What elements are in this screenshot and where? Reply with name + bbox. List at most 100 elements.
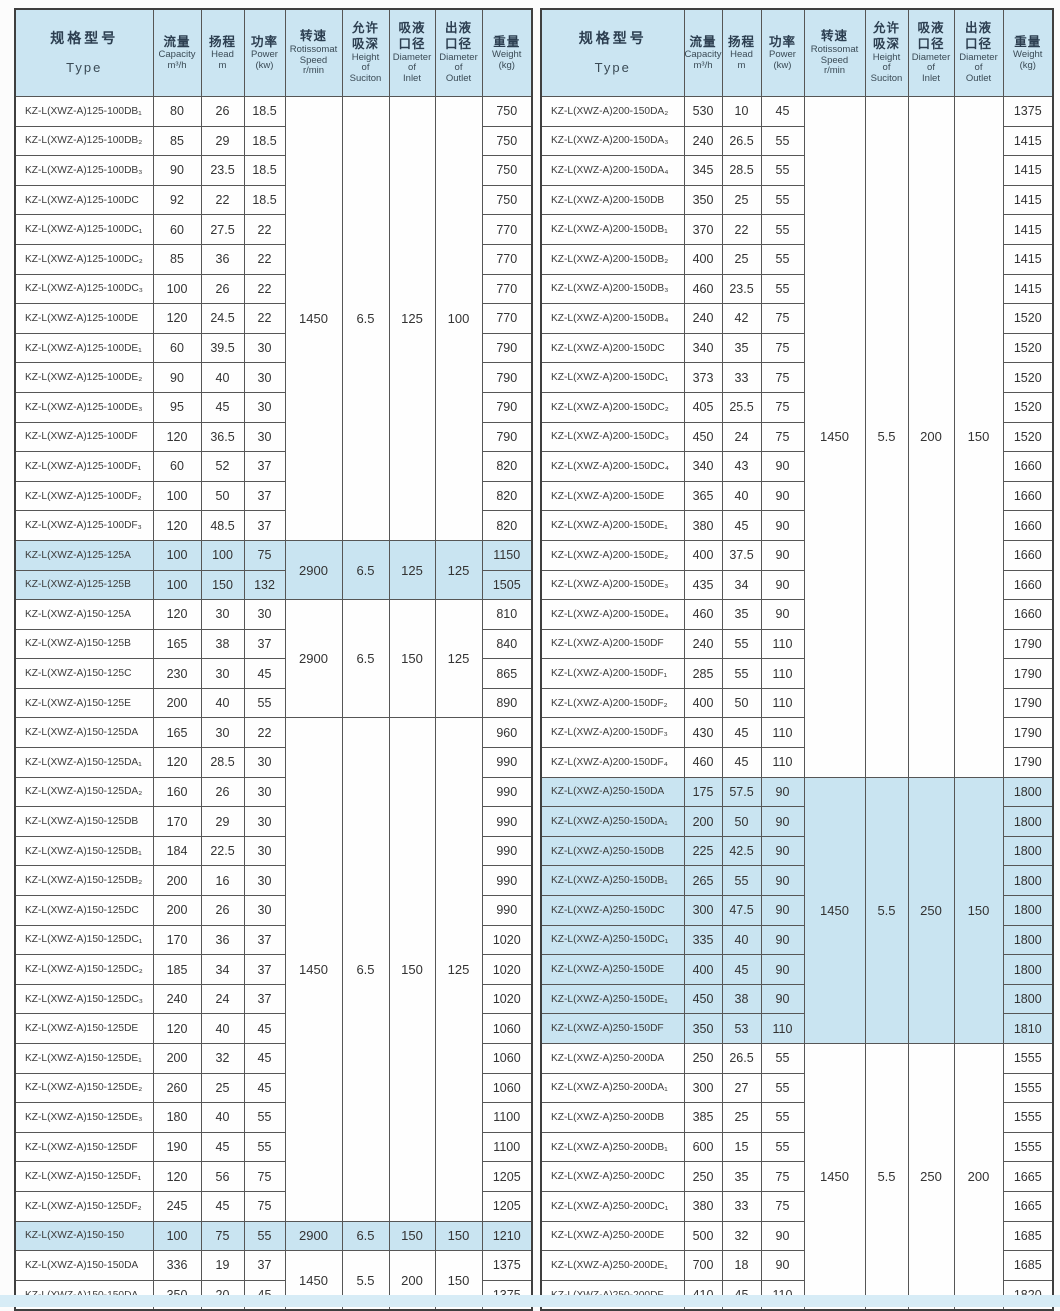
weight-cell: 1800 (1002, 806, 1054, 837)
outlet-cell: 200 (953, 1043, 1004, 1311)
table-row: KZ-L(XWZ-A)200-150DB₃ 460 23.5 55 1415 (540, 273, 1054, 305)
type-cell: KZ-L(XWZ-A)125-100DB₁ (14, 96, 154, 127)
weight-cell: 1660 (1002, 599, 1054, 630)
weight-cell: 990 (481, 835, 533, 867)
power-cell: 37 (243, 924, 286, 956)
table-row: KZ-L(XWZ-A)200-150DC₄ 340 43 90 1660 (540, 451, 1054, 482)
header-en-line: Speed (820, 54, 849, 66)
head-cell: 29 (200, 806, 245, 837)
capacity-cell: 285 (683, 658, 723, 689)
table-row: KZ-L(XWZ-A)200-150DA₄ 345 28.5 55 1415 (540, 155, 1054, 186)
power-cell: 37 (243, 480, 286, 512)
weight-cell: 1020 (481, 924, 533, 956)
capacity-cell: 165 (152, 628, 202, 660)
table-row: KZ-L(XWZ-A)250-200DC 250 35 75 1665 (540, 1161, 1054, 1192)
header-cn-line: 规格型号 (578, 29, 647, 46)
weight-cell: 770 (481, 243, 533, 275)
head-cell: 37.5 (721, 539, 762, 571)
type-cell: KZ-L(XWZ-A)150-125DF (14, 1131, 154, 1163)
table-row: KZ-L(XWZ-A)200-150DE₄ 460 35 90 1660 (540, 599, 1054, 630)
weight-cell: 1810 (1002, 1013, 1054, 1044)
power-cell: 90 (760, 865, 805, 897)
table-row: KZ-L(XWZ-A)200-150DB₄ 240 42 75 1520 (540, 303, 1054, 334)
head-cell: 27 (721, 1072, 762, 1104)
header-en-line: of (454, 62, 463, 74)
header-cn-line: 出液 (444, 21, 472, 36)
weight-cell: 1800 (1002, 983, 1054, 1015)
col-header-head: 扬程 Head m (721, 8, 762, 97)
head-cell: 32 (200, 1043, 245, 1074)
header-en-line: Suciton (349, 72, 382, 84)
type-cell: KZ-L(XWZ-A)200-150DE (540, 480, 685, 512)
type-cell: KZ-L(XWZ-A)125-100DB₂ (14, 125, 154, 157)
head-cell: 100 (200, 539, 245, 571)
weight-cell: 840 (481, 628, 533, 660)
head-cell: 32 (721, 1220, 762, 1252)
table-row: KZ-L(XWZ-A)150-125DF₂ 245 45 75 1205 (14, 1190, 533, 1222)
head-cell: 47.5 (721, 895, 762, 926)
weight-cell: 750 (481, 184, 533, 216)
capacity-cell: 120 (152, 599, 202, 630)
power-cell: 110 (760, 747, 805, 778)
header-cn-line: 允许 (872, 21, 900, 36)
type-cell: KZ-L(XWZ-A)200-150DC₄ (540, 451, 685, 482)
table-row: KZ-L(XWZ-A)150-150 100 75 55 2900 6.5 150 150 12… (14, 1220, 533, 1252)
head-cell: 38 (721, 983, 762, 1015)
header-en-line: of (974, 62, 983, 74)
weight-cell: 1415 (1002, 125, 1054, 157)
header-en-line: Diameter (392, 51, 432, 63)
power-cell: 30 (243, 362, 286, 393)
header-en-line: Head (730, 49, 753, 61)
type-cell: KZ-L(XWZ-A)200-150DF₂ (540, 687, 685, 719)
header-cn-line: 吸液 (398, 21, 426, 36)
power-cell: 90 (760, 924, 805, 956)
capacity-cell: 250 (683, 1043, 723, 1074)
weight-cell: 1415 (1002, 243, 1054, 275)
table-row: KZ-L(XWZ-A)125-100DF₁ 60 52 37 820 (14, 451, 533, 482)
capacity-cell: 405 (683, 391, 723, 423)
capacity-cell: 380 (683, 510, 723, 541)
power-cell: 75 (760, 362, 805, 393)
power-cell: 30 (243, 391, 286, 423)
header-en-line: Height (351, 51, 380, 63)
header-cn-line: 吸深 (872, 37, 900, 52)
header-en-line: Rotissomat (810, 43, 859, 55)
head-cell: 52 (200, 451, 245, 482)
type-cell: KZ-L(XWZ-A)250-150DE₁ (540, 983, 685, 1015)
table-row: KZ-L(XWZ-A)250-200DB₁ 600 15 55 1555 (540, 1131, 1054, 1163)
head-cell: 50 (721, 806, 762, 837)
header-en-line: (kg) (1019, 59, 1036, 71)
outlet-cell: 150 (434, 1220, 483, 1252)
outlet-cell: 125 (434, 717, 483, 1222)
table-row: KZ-L(XWZ-A)200-150DE₂ 400 37.5 90 1660 (540, 539, 1054, 571)
head-cell: 33 (721, 362, 762, 393)
capacity-cell: 185 (152, 954, 202, 985)
type-cell: KZ-L(XWZ-A)150-125B (14, 628, 154, 660)
head-cell: 36 (200, 924, 245, 956)
power-cell: 75 (760, 1161, 805, 1192)
table-row: KZ-L(XWZ-A)150-125DE₁ 200 32 45 1060 (14, 1043, 533, 1074)
table-row: KZ-L(XWZ-A)150-150DA 336 19 37 1450 5.5 200 150… (14, 1250, 533, 1311)
weight-cell: 1060 (481, 1043, 533, 1074)
suction-cell: 6.5 (341, 599, 390, 719)
table-row: KZ-L(XWZ-A)150-125DF₁ 120 56 75 1205 (14, 1161, 533, 1192)
head-cell: 30 (200, 599, 245, 630)
capacity-cell: 100 (152, 273, 202, 305)
table-row: KZ-L(XWZ-A)250-150DC₁ 335 40 90 1800 (540, 924, 1054, 956)
type-cell: KZ-L(XWZ-A)250-200DA₁ (540, 1072, 685, 1104)
header-en-line: Power (769, 49, 796, 61)
table-row: KZ-L(XWZ-A)250-150DA₁ 200 50 90 1800 (540, 806, 1054, 837)
weight-cell: 1020 (481, 983, 533, 1015)
suction-cell: 6.5 (341, 539, 390, 601)
header-cn-line: 吸深 (351, 37, 379, 52)
header-en-line: of (408, 62, 416, 74)
head-cell: 27.5 (200, 214, 245, 245)
table-row: KZ-L(XWZ-A)125-125B 100 150 132 1505 (14, 569, 533, 601)
head-cell: 23.5 (200, 155, 245, 186)
head-cell: 45 (200, 391, 245, 423)
weight-cell: 1100 (481, 1131, 533, 1163)
table-row: KZ-L(XWZ-A)250-200DE 500 32 90 1685 (540, 1220, 1054, 1252)
header-en-line: Rotissomat (289, 43, 338, 55)
capacity-cell: 184 (152, 835, 202, 867)
head-cell: 29 (200, 125, 245, 157)
